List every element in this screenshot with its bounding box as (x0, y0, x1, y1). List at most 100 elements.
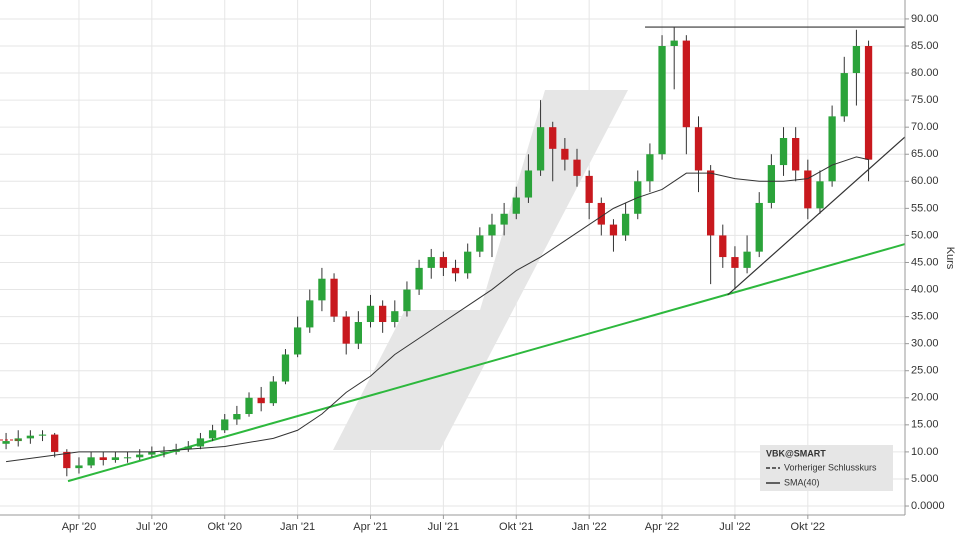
x-tick-label: Jul '20 (136, 521, 167, 533)
candle-body (257, 397, 265, 404)
y-tick-label: 80.00 (911, 67, 939, 79)
candle-body (306, 300, 314, 328)
candle-body (767, 165, 776, 203)
candle-body (585, 175, 593, 203)
candle-body (342, 316, 350, 344)
x-tick-label: Apr '22 (645, 521, 680, 533)
legend-entries: Vorheriger Schlusskurs SMA(40) (766, 462, 877, 487)
candle-body (524, 170, 533, 198)
candle-body (281, 354, 290, 382)
candle-body (366, 305, 375, 323)
candle-body (682, 40, 690, 128)
y-tick-label: 65.00 (911, 148, 939, 160)
x-tick-label: Apr '21 (353, 521, 388, 533)
candle-body (609, 224, 618, 236)
candle-body (330, 278, 338, 317)
candle-body (160, 451, 168, 453)
y-tick-label: 70.00 (911, 121, 939, 133)
candle-body (731, 257, 739, 268)
candle-body (464, 251, 472, 274)
candle-body (75, 465, 83, 469)
trendline (67, 243, 906, 483)
x-tick-label: Jul '21 (428, 521, 459, 533)
candle-body (354, 322, 362, 344)
candle-body (451, 267, 460, 274)
candle-body (646, 154, 654, 182)
candle-body (269, 381, 277, 404)
y-tick-label: 60.00 (911, 175, 939, 187)
y-tick-label: 90.00 (911, 13, 939, 25)
candle-body (318, 278, 326, 301)
candle-body (719, 235, 727, 258)
candle-body (500, 213, 508, 225)
candle-body (99, 457, 107, 461)
legend-label: Vorheriger Schlusskurs (784, 462, 877, 472)
candle-body (512, 197, 520, 214)
x-tick-label: Apr '20 (62, 521, 97, 533)
candle-body (573, 159, 581, 176)
y-tick-label: 25.00 (911, 365, 939, 377)
candle-body (779, 138, 788, 166)
candle-body (804, 170, 812, 209)
series-line (6, 156, 869, 463)
candle-body (427, 257, 435, 268)
y-tick-label: 35.00 (911, 311, 939, 323)
candle-body (852, 46, 861, 74)
candle-body (816, 181, 824, 209)
y-tick-label: 50.00 (911, 229, 939, 241)
x-tick-label: Jan '21 (280, 521, 315, 533)
candle-body (26, 435, 35, 439)
candle-body (488, 224, 496, 236)
candle-body (379, 305, 387, 323)
y-axis-title: Kurs (944, 247, 956, 270)
candle-body (864, 46, 873, 160)
candle-body (51, 434, 59, 452)
candle-body (196, 438, 205, 447)
legend-label: SMA(40) (784, 477, 820, 487)
candle-body (184, 446, 192, 450)
y-tick-label: 55.00 (911, 202, 939, 214)
candle-body (391, 311, 399, 323)
candle-body (123, 457, 132, 459)
y-tick-label: 45.00 (911, 256, 939, 268)
candle-body (38, 434, 47, 436)
candle-body (621, 213, 630, 236)
x-tick-label: Okt '21 (499, 521, 534, 533)
y-tick-label: 85.00 (911, 40, 939, 52)
candle-body (208, 430, 217, 439)
candle-body (658, 46, 666, 155)
candle-body (549, 127, 557, 149)
x-tick-label: Okt '20 (207, 521, 242, 533)
candle-body (233, 414, 241, 420)
candle-body (670, 40, 678, 47)
candle-body (439, 257, 448, 268)
y-tick-label: 15.00 (911, 419, 939, 431)
candle-body (2, 441, 10, 444)
candle-body (293, 327, 302, 355)
candle-body (755, 202, 763, 252)
candle-body (536, 127, 545, 171)
candle-body (14, 438, 22, 442)
legend (760, 445, 893, 491)
candle-body (415, 267, 423, 290)
candle-body (828, 116, 836, 182)
plot (0, 26, 906, 483)
x-tick-label: Jul '22 (719, 521, 750, 533)
candle-body (840, 73, 848, 117)
y-tick-label: 5.000 (911, 473, 939, 485)
legend-title: VBK@SMART (766, 448, 826, 458)
candle-body (476, 235, 484, 252)
candle-body (743, 251, 751, 268)
y-tick-label: 10.00 (911, 446, 939, 458)
y-tick-label: 20.00 (911, 392, 939, 404)
y-tick-label: 0.0000 (911, 500, 945, 512)
candle-body (561, 148, 569, 160)
candle-body (245, 397, 253, 415)
candle-body (63, 451, 71, 469)
candle-body (136, 454, 144, 458)
candle-body (403, 289, 411, 312)
y-tick-label: 40.00 (911, 283, 939, 295)
y-tick-label: 75.00 (911, 94, 939, 106)
candle-body (221, 419, 229, 431)
